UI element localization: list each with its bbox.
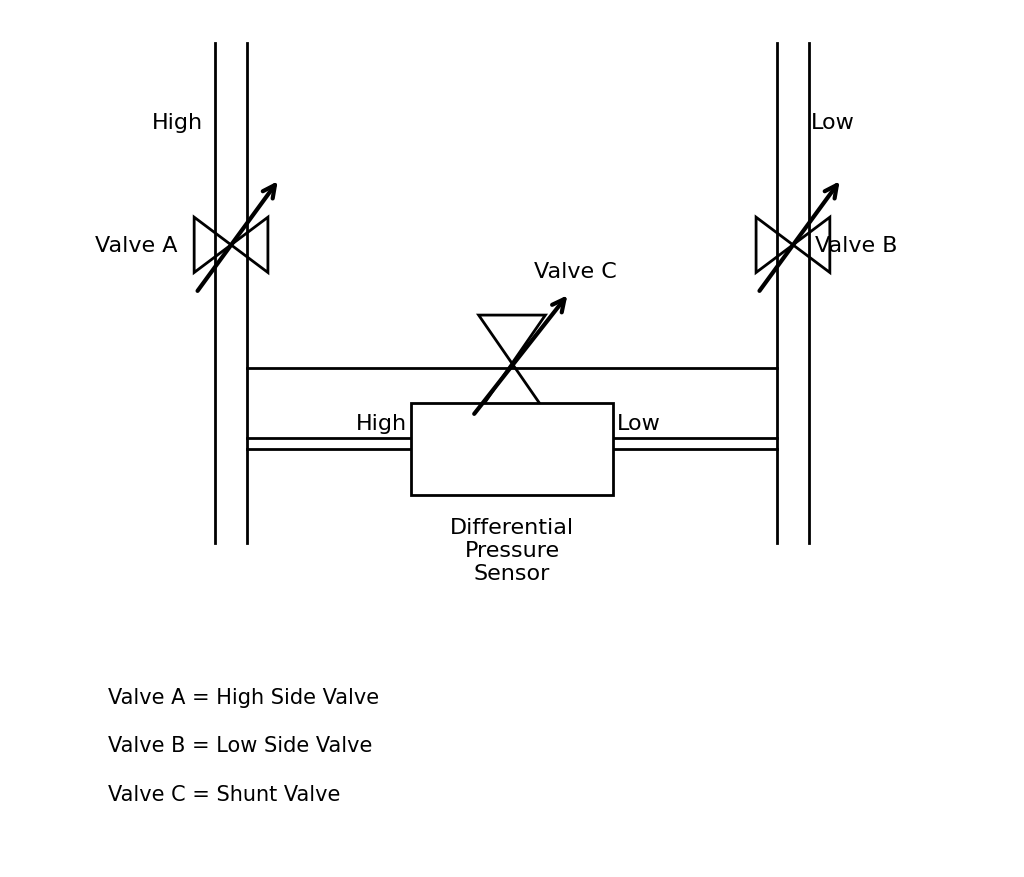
Text: Valve B: Valve B	[815, 236, 897, 255]
Text: Low: Low	[811, 113, 854, 132]
Text: Differential
Pressure
Sensor: Differential Pressure Sensor	[450, 517, 574, 584]
Text: High: High	[152, 113, 203, 132]
Text: Valve A = High Side Valve: Valve A = High Side Valve	[109, 688, 379, 707]
Text: Low: Low	[617, 414, 662, 434]
Text: High: High	[355, 414, 407, 434]
Text: Valve A: Valve A	[95, 236, 177, 255]
Text: Valve B = Low Side Valve: Valve B = Low Side Valve	[109, 736, 373, 755]
Text: Valve C = Shunt Valve: Valve C = Shunt Valve	[109, 784, 341, 803]
Text: Valve C: Valve C	[534, 262, 616, 282]
Bar	[411, 403, 613, 496]
